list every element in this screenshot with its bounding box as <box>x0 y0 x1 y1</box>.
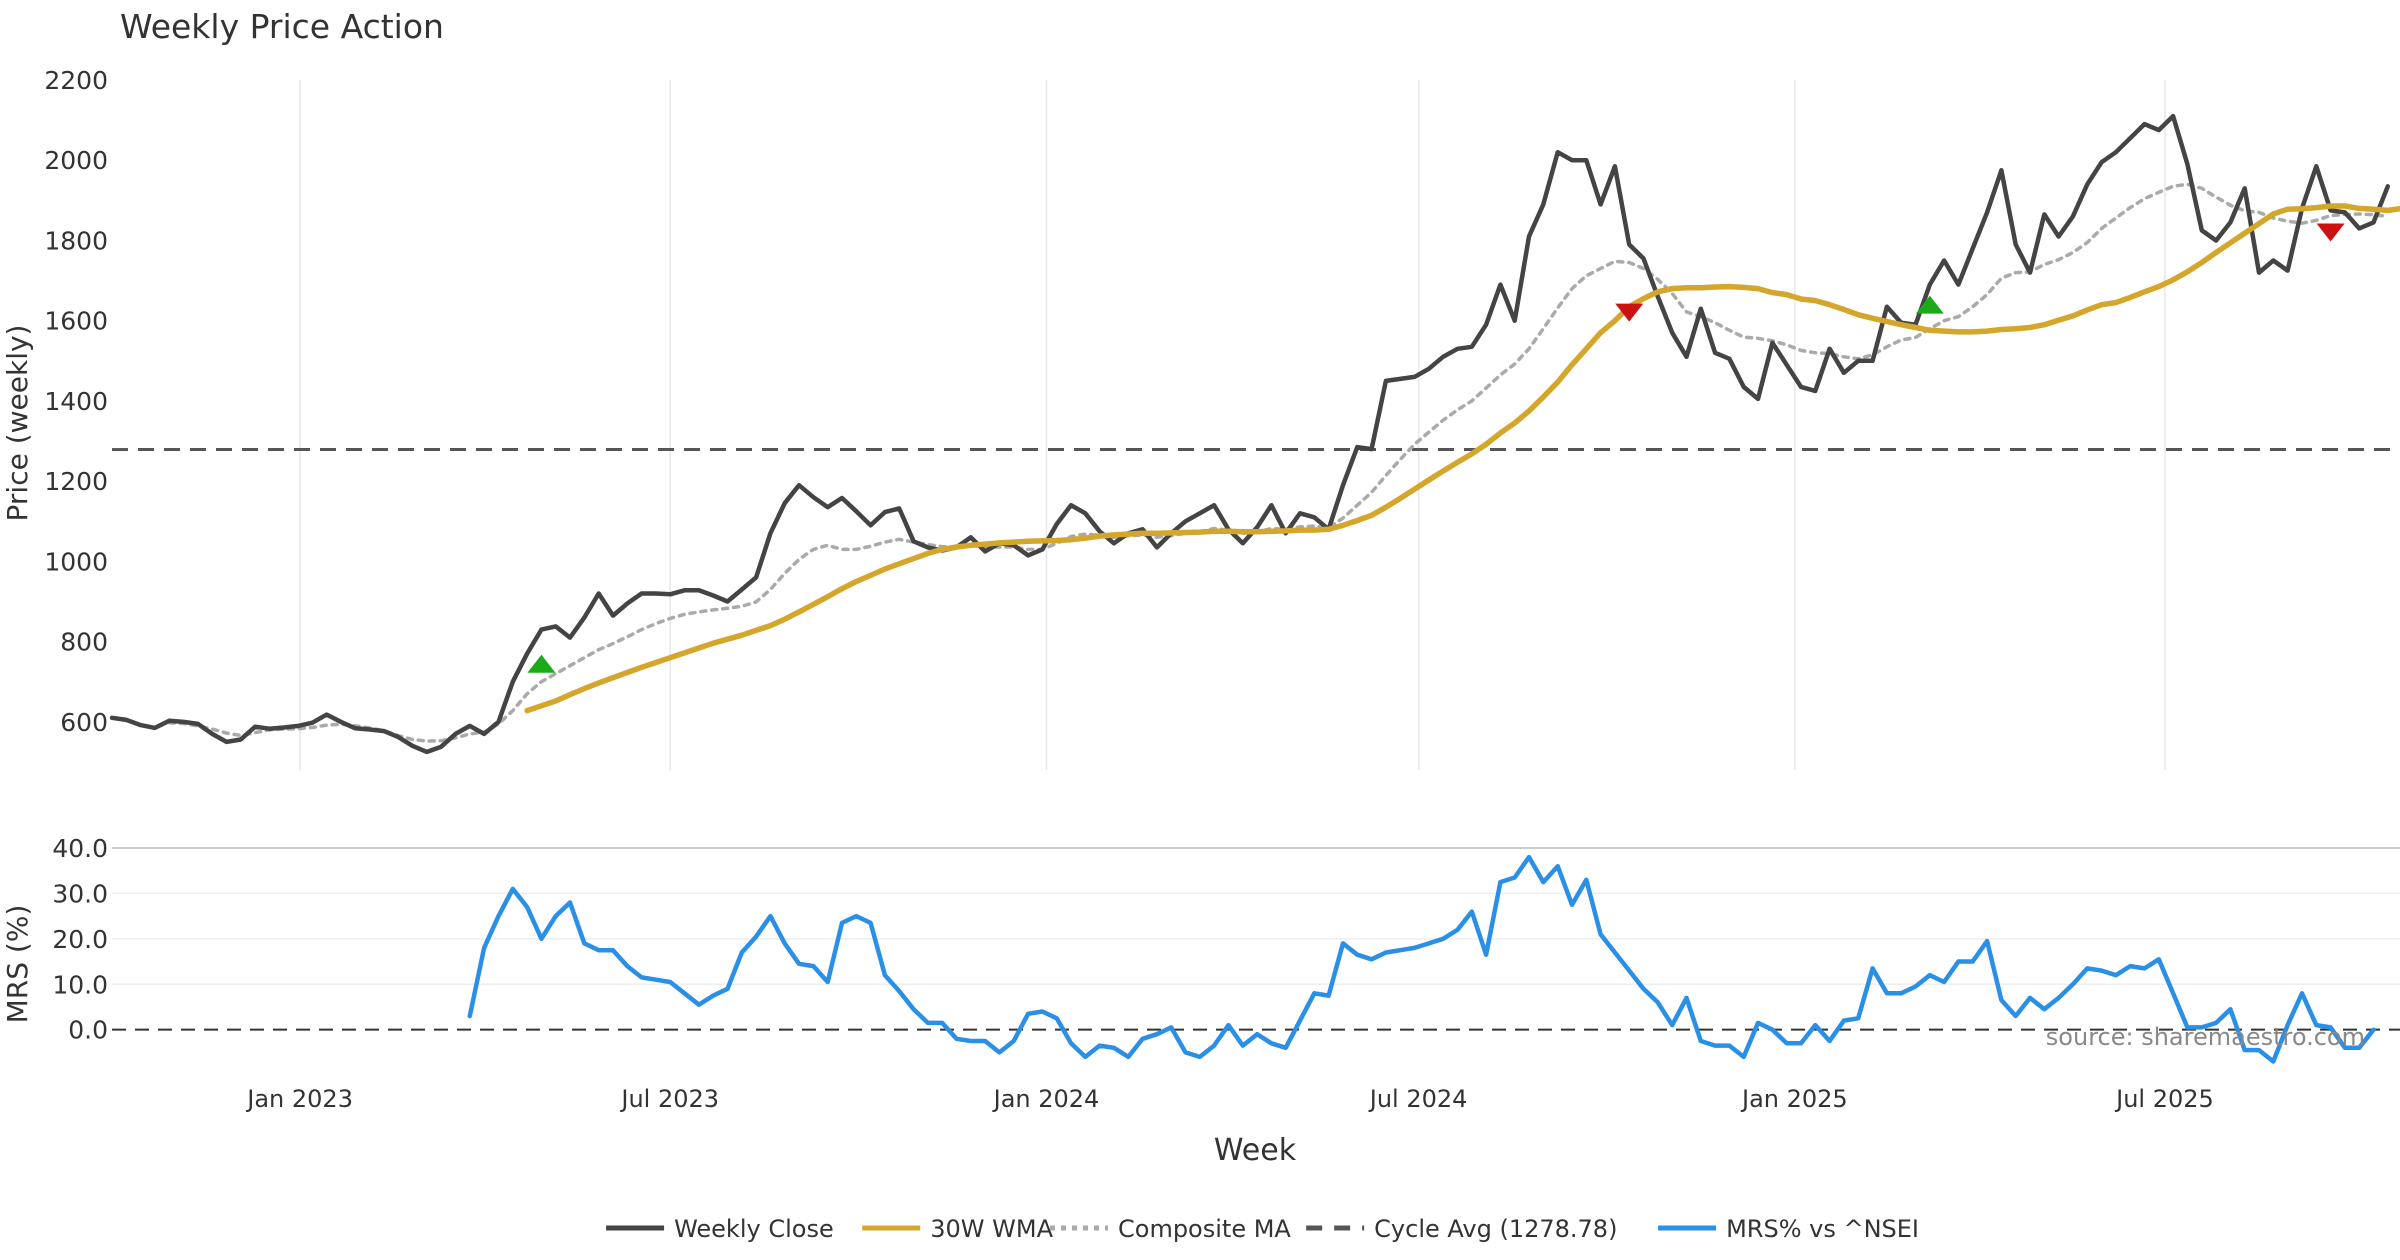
mrs-y-tick-label: 40.0 <box>52 834 108 863</box>
x-tick-label: Jan 2023 <box>245 1085 353 1113</box>
signal-markers <box>527 223 2345 673</box>
price-y-tick-label: 1400 <box>44 387 108 416</box>
mrs-y-ticks: 0.0 10.0 20.0 30.0 40.0 <box>52 834 108 1045</box>
legend-label: 30W WMA <box>930 1215 1053 1243</box>
x-tick-label: Jan 2024 <box>992 1085 1100 1113</box>
legend: Weekly Close 30W WMA Composite MA Cycle Avg… <box>606 1215 1919 1243</box>
mrs-series <box>112 854 2400 1064</box>
series-composite-ma <box>167 182 2390 743</box>
price-y-tick-label: 2000 <box>44 146 108 175</box>
mrs-y-axis-label: MRS (%) <box>1 905 34 1024</box>
price-y-tick-label: 800 <box>60 628 108 657</box>
legend-label: Weekly Close <box>674 1215 834 1243</box>
buy-signal-marker <box>1915 295 1944 314</box>
legend-label: Cycle Avg (1278.78) <box>1374 1215 1617 1243</box>
price-y-tick-label: 2200 <box>44 66 108 95</box>
price-y-ticks: 600 800 1000 1200 1400 1600 1800 2000 2200 <box>44 66 108 737</box>
price-grid <box>299 80 2166 770</box>
price-y-axis-label: Price (weekly) <box>1 325 34 522</box>
watermark: source: sharemaestro.com <box>2046 1023 2365 1051</box>
price-y-tick-label: 1200 <box>44 467 108 496</box>
sell-signal-marker <box>1615 303 1644 322</box>
price-series <box>109 113 2400 755</box>
series-weekly-close <box>109 113 2391 755</box>
mrs-y-tick-label: 0.0 <box>68 1016 108 1045</box>
mrs-grid <box>112 847 2400 985</box>
sell-signal-marker <box>2316 223 2345 242</box>
series-mrs-vs-nsei <box>467 854 2376 1064</box>
x-ticks: Jan 2023 Jul 2023 Jan 2024 Jul 2024 Jan 2025… <box>245 1085 2214 1113</box>
x-tick-label: Jul 2025 <box>2114 1085 2214 1113</box>
legend-label: Composite MA <box>1118 1215 1291 1243</box>
price-y-tick-label: 1000 <box>44 547 108 576</box>
x-tick-label: Jul 2023 <box>619 1085 719 1113</box>
mrs-y-tick-label: 10.0 <box>52 970 108 999</box>
chart-title: Weekly Price Action <box>120 7 444 46</box>
legend-label: MRS% vs ^NSEI <box>1726 1215 1919 1243</box>
price-y-tick-label: 1600 <box>44 307 108 336</box>
series-30w-wma <box>524 203 2400 714</box>
buy-signal-marker <box>527 654 556 673</box>
mrs-y-tick-label: 30.0 <box>52 879 108 908</box>
mrs-y-tick-label: 20.0 <box>52 925 108 954</box>
price-y-tick-label: 1800 <box>44 226 108 255</box>
x-tick-label: Jul 2024 <box>1368 1085 1468 1113</box>
price-y-tick-label: 600 <box>60 708 108 737</box>
x-axis-label: Week <box>1214 1133 1297 1168</box>
x-tick-label: Jan 2025 <box>1740 1085 1848 1113</box>
